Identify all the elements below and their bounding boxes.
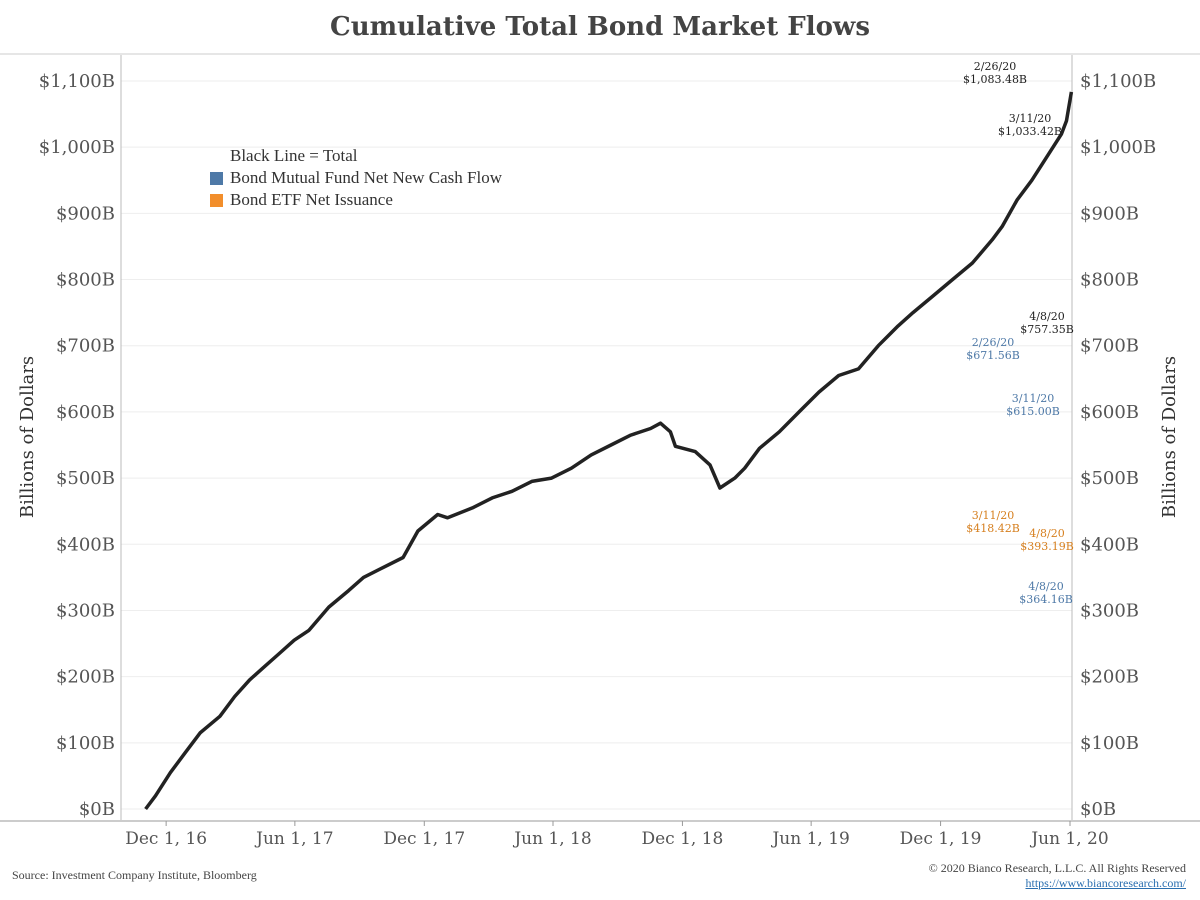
annotation-value-3: $671.56B [966, 349, 1020, 362]
annotation-value-0: $1,083.48B [963, 73, 1027, 86]
annotation-value-1: $1,033.42B [998, 125, 1062, 138]
annotation-value-2: $757.35B [1020, 323, 1074, 336]
x-tick-label-3: Jun 1, 18 [512, 829, 591, 849]
x-tick-label-1: Jun 1, 17 [254, 829, 333, 849]
y-tick-label-right-0: $0B [1080, 799, 1116, 820]
annotation-date-6: 3/11/20 [972, 509, 1014, 522]
y-tick-label-right-2: $200B [1080, 667, 1139, 688]
annotation-date-0: 2/26/20 [974, 60, 1016, 73]
x-tick-label-4: Dec 1, 18 [641, 829, 723, 849]
y-axis-label-right: Billions of Dollars [1159, 356, 1180, 518]
gridlines [121, 80, 1072, 810]
annotation-date-2: 4/8/20 [1029, 310, 1064, 323]
legend-item-total: Black Line = Total [210, 145, 502, 167]
y-axis-label-left: Billions of Dollars [17, 356, 38, 518]
source-note: Source: Investment Company Institute, Bl… [12, 868, 257, 882]
y-tick-label-right-9: $900B [1080, 203, 1139, 224]
legend-swatch-mutual-fund [210, 171, 223, 185]
y-tick-label-left-7: $700B [56, 336, 115, 357]
legend-item-etf: Bond ETF Net Issuance [210, 189, 502, 211]
y-tick-label-left-5: $500B [56, 468, 115, 489]
x-tick-label-5: Jun 1, 19 [770, 829, 849, 849]
chart-title: Cumulative Total Bond Market Flows [330, 12, 870, 42]
annotation-value-7: $393.19B [1020, 540, 1074, 553]
axes: $0B $0B $100B $100B $200B $200B $300B $300B $400… [0, 53, 1200, 849]
series-lines [144, 91, 1074, 811]
x-tick-label-0: Dec 1, 16 [125, 829, 207, 849]
annotation-value-6: $418.42B [966, 522, 1020, 535]
legend-label-total: Black Line = Total [230, 146, 358, 165]
y-tick-label-right-7: $700B [1080, 336, 1139, 357]
y-tick-label-right-5: $500B [1080, 468, 1139, 489]
y-tick-label-left-6: $600B [56, 402, 115, 423]
y-tick-label-left-10: $1,000B [39, 137, 115, 158]
y-tick-label-left-8: $800B [56, 270, 115, 291]
y-tick-label-left-4: $400B [56, 534, 115, 555]
y-tick-label-right-11: $1,100B [1080, 71, 1156, 92]
x-tick-label-6: Dec 1, 19 [900, 829, 982, 849]
series-line-total [144, 91, 1074, 811]
y-tick-label-left-11: $1,100B [39, 71, 115, 92]
legend-label-etf: Bond ETF Net Issuance [230, 190, 393, 209]
legend-item-mutual-fund: Bond Mutual Fund Net New Cash Flow [210, 167, 502, 189]
annotation-date-7: 4/8/20 [1029, 527, 1064, 540]
legend-swatch-total [210, 150, 223, 163]
y-tick-label-left-0: $0B [79, 799, 115, 820]
x-tick-label-7: Jun 1, 20 [1029, 829, 1108, 849]
y-tick-label-right-10: $1,000B [1080, 137, 1156, 158]
legend-label-mutual-fund: Bond Mutual Fund Net New Cash Flow [230, 168, 502, 187]
copyright-notice: © 2020 Bianco Research, L.L.C. All Right… [928, 861, 1186, 875]
y-tick-label-right-1: $100B [1080, 733, 1139, 754]
y-tick-label-left-1: $100B [56, 733, 115, 754]
annotations: 2/26/20$1,083.48B3/11/20$1,033.42B4/8/20… [963, 60, 1074, 606]
y-tick-label-right-6: $600B [1080, 402, 1139, 423]
annotation-date-3: 2/26/20 [972, 336, 1014, 349]
y-tick-label-right-4: $400B [1080, 534, 1139, 555]
annotation-date-1: 3/11/20 [1009, 112, 1051, 125]
y-tick-label-right-3: $300B [1080, 600, 1139, 621]
y-tick-label-left-3: $300B [56, 600, 115, 621]
legend-swatch-etf [210, 193, 223, 207]
y-tick-label-left-9: $900B [56, 203, 115, 224]
annotation-date-4: 3/11/20 [1012, 392, 1054, 405]
annotation-date-5: 4/8/20 [1028, 580, 1063, 593]
legend: Black Line = Total Bond Mutual Fund Net … [210, 145, 502, 211]
y-tick-label-right-8: $800B [1080, 270, 1139, 291]
x-tick-label-2: Dec 1, 17 [383, 829, 465, 849]
annotation-value-5: $364.16B [1019, 593, 1073, 606]
annotation-value-4: $615.00B [1006, 405, 1060, 418]
website-link[interactable]: https://www.biancoresearch.com/ [1025, 876, 1186, 890]
y-tick-label-left-2: $200B [56, 667, 115, 688]
